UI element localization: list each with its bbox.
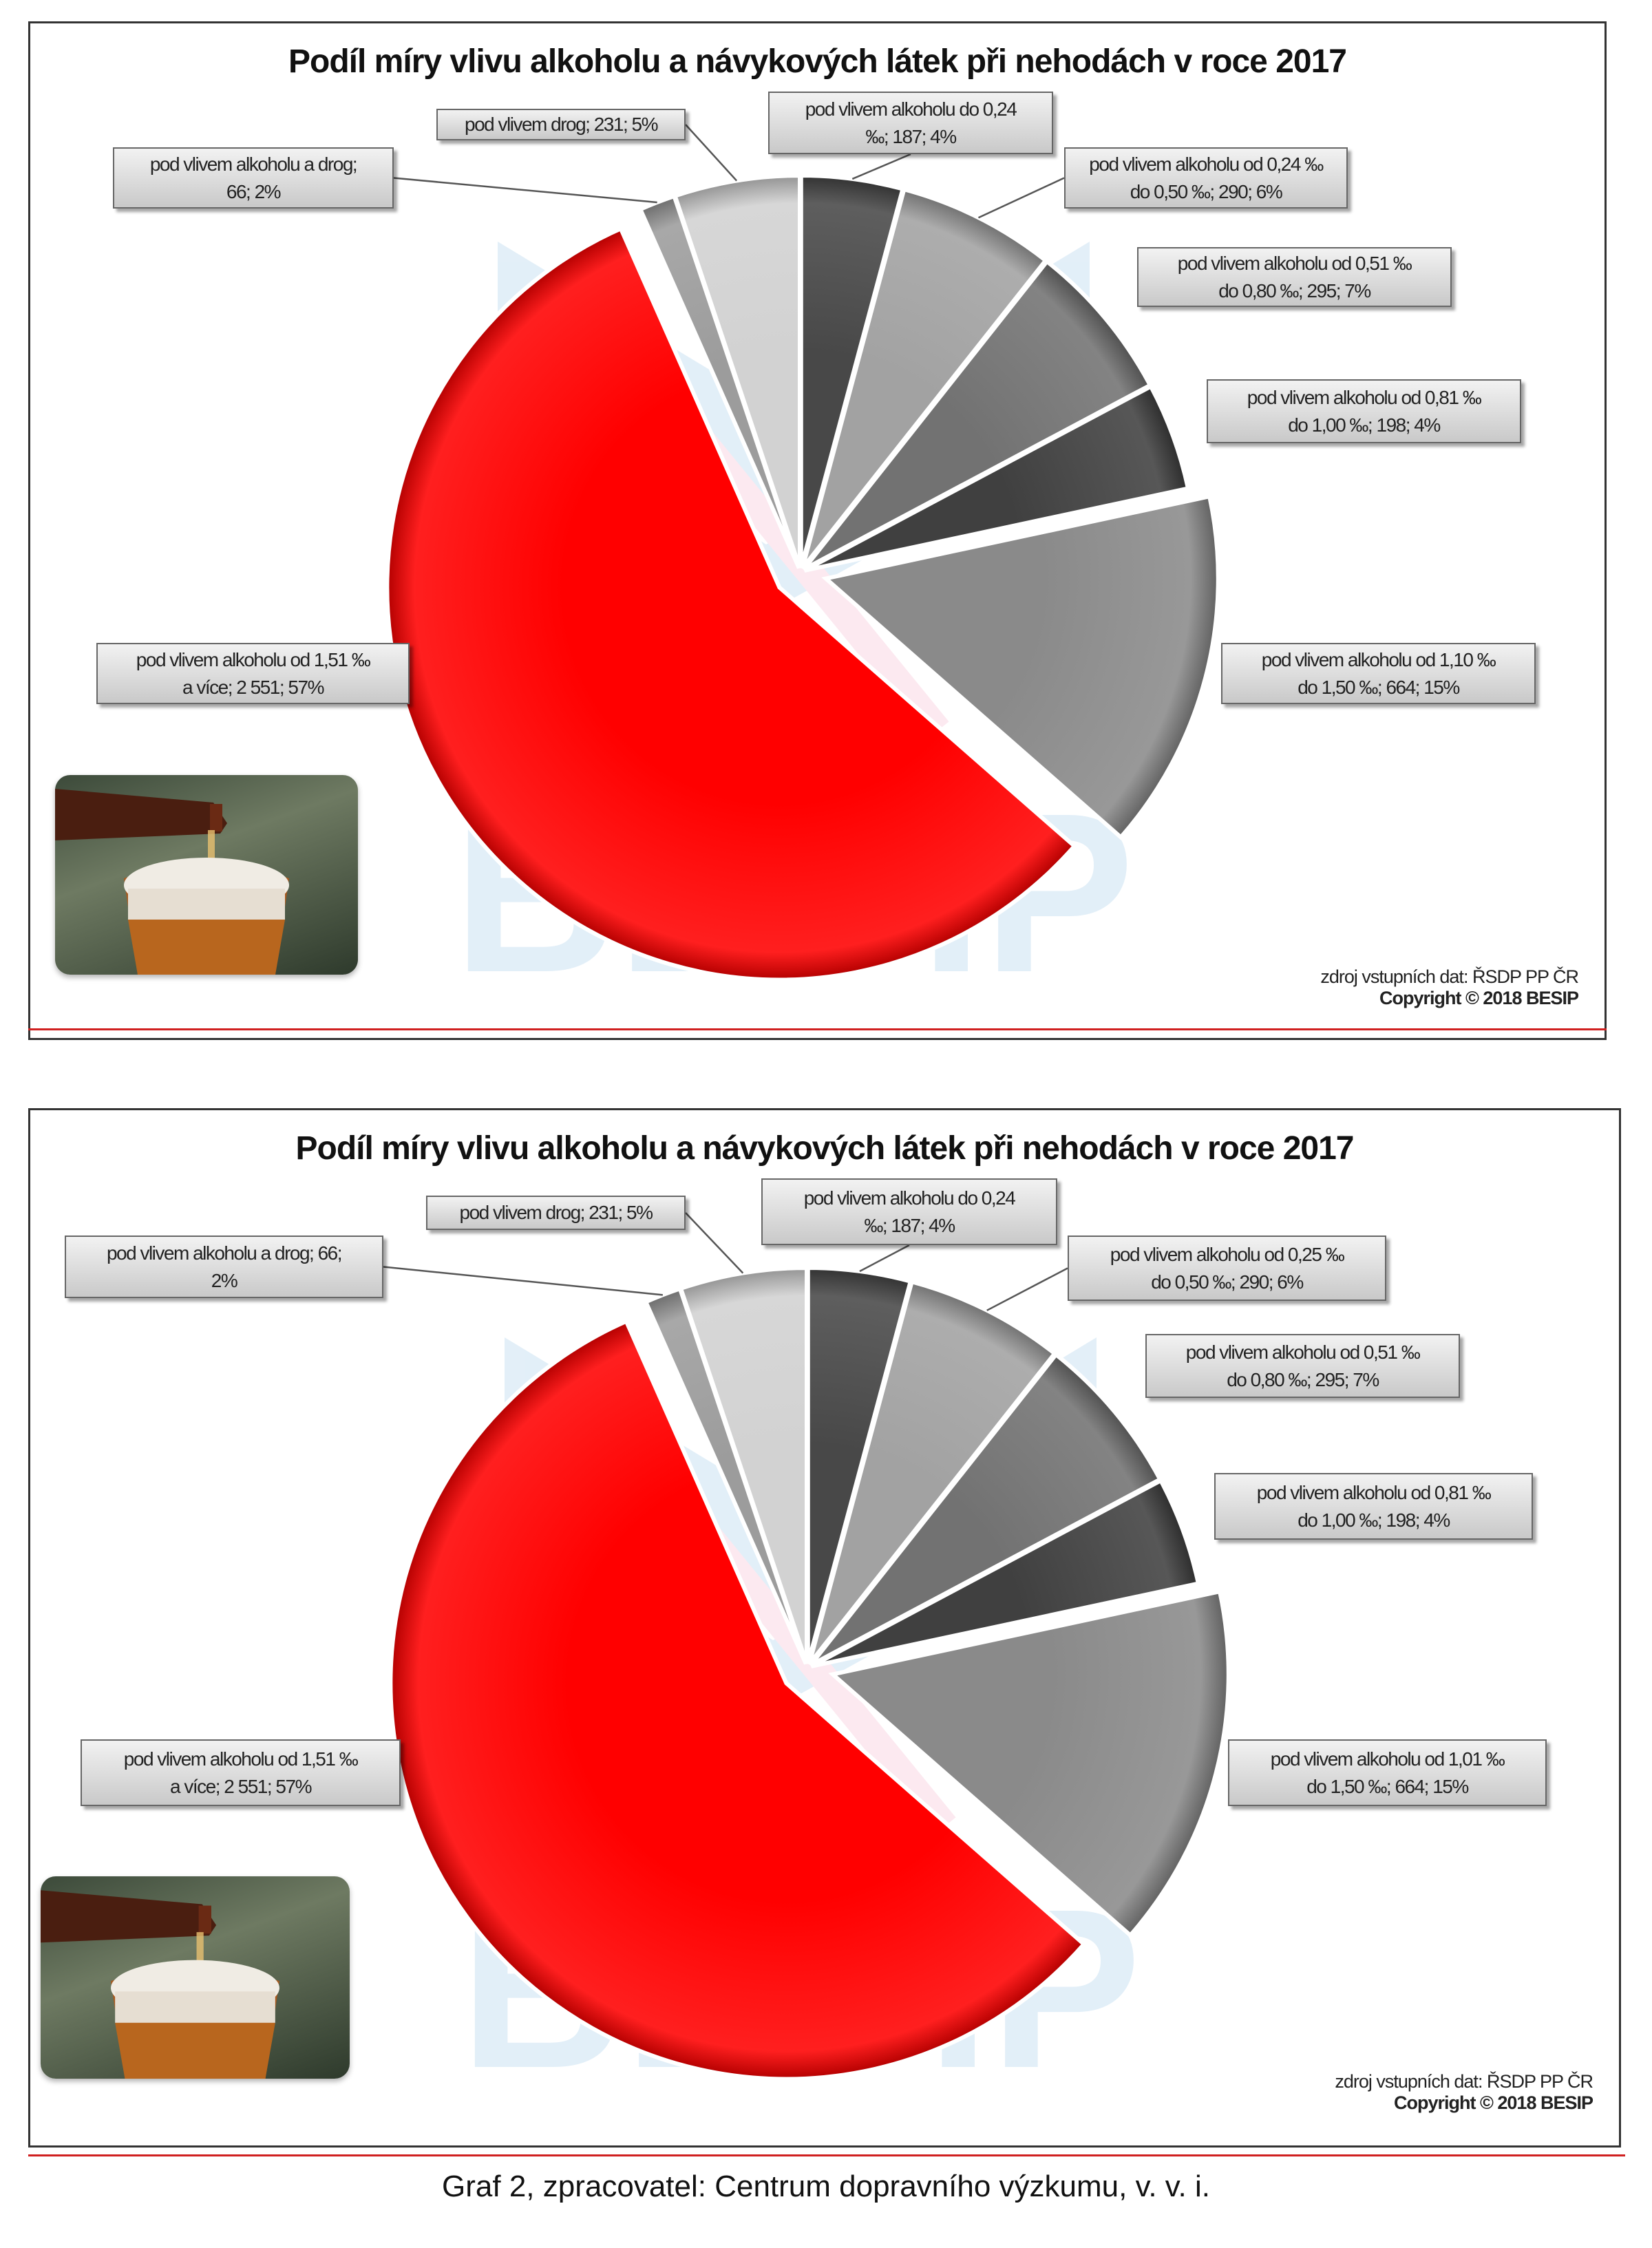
data-label: pod vlivem alkoholu od 0,25 ‰ do 0,50 ‰; …	[1068, 1236, 1386, 1301]
source-text: zdroj vstupních dat: ŘSDP PP ČR	[1335, 2071, 1593, 2092]
data-label: pod vlivem alkoholu od 1,51 ‰ a více; 2 5…	[96, 643, 410, 704]
data-label-line: 2%	[211, 1269, 238, 1291]
leader-line	[986, 1267, 1068, 1311]
copyright-text: Copyright © 2018 BESIP	[1379, 988, 1579, 1008]
divider-line	[28, 1028, 1607, 1030]
pie-slice	[810, 1478, 1201, 1668]
source-note: zdroj vstupních dat: ŘSDP PP ČR Copyright…	[1320, 966, 1579, 1009]
source-note: zdroj vstupních dat: ŘSDP PP ČR Copyright…	[1335, 2071, 1593, 2114]
data-label-line: pod vlivem alkoholu od 1,10 ‰	[1261, 648, 1496, 670]
data-label-line: pod vlivem alkoholu do 0,24	[805, 98, 1017, 120]
data-label-line: pod vlivem alkoholu do 0,24	[803, 1187, 1016, 1209]
divider-line	[28, 2154, 1625, 2156]
data-label: pod vlivem drog; 231; 5%	[436, 109, 686, 140]
chart-title: Podíl míry vlivu alkoholu a návykových l…	[288, 43, 1347, 80]
leader-line	[393, 177, 657, 204]
data-label-line: pod vlivem alkoholu od 1,01 ‰	[1270, 1748, 1505, 1770]
data-label-line: ‰; 187; 4%	[865, 125, 957, 147]
data-label: pod vlivem alkoholu od 0,81 ‰ do 1,00 ‰; …	[1207, 379, 1521, 443]
data-label-line: pod vlivem alkoholu od 0,81 ‰	[1247, 386, 1482, 408]
data-label-line: pod vlivem alkoholu od 0,81 ‰	[1256, 1481, 1492, 1503]
figure-caption: Graf 2, zpracovatel: Centrum dopravního …	[442, 2170, 1210, 2203]
data-label-line: do 0,50 ‰; 290; 6%	[1130, 180, 1283, 202]
copyright-text: Copyright © 2018 BESIP	[1394, 2092, 1593, 2113]
data-label-line: do 1,50 ‰; 664; 15%	[1306, 1775, 1469, 1797]
chart-title: Podíl míry vlivu alkoholu a návykových l…	[295, 1130, 1355, 1167]
data-label: pod vlivem alkoholu do 0,24 ‰; 187; 4%	[768, 92, 1053, 154]
pie-slice	[809, 1351, 1163, 1667]
data-label: pod vlivem alkoholu od 1,10 ‰ do 1,50 ‰; …	[1221, 643, 1536, 704]
chart-panel-bottom: BESIP Podíl míry vlivu alkoholu a návykov…	[28, 1108, 1621, 2148]
data-label: pod vlivem alkoholu a drog; 66; 2%	[113, 147, 394, 209]
data-label: pod vlivem drog; 231; 5%	[426, 1196, 686, 1230]
chart-panel-top: BESIP Podíl míry vlivu alkoholu a návykov…	[28, 21, 1607, 1040]
data-label: pod vlivem alkoholu od 0,51 ‰ do 0,80 ‰; …	[1137, 247, 1452, 307]
data-label-line: pod vlivem alkoholu a drog; 66;	[106, 1242, 343, 1264]
data-label: pod vlivem alkoholu od 0,81 ‰ do 1,00 ‰; …	[1214, 1473, 1533, 1540]
data-label-line: do 0,50 ‰; 290; 6%	[1151, 1271, 1304, 1293]
pie-slice	[800, 187, 1049, 570]
leader-line	[685, 124, 738, 182]
data-label-line: pod vlivem alkoholu od 0,51 ‰	[1185, 1341, 1421, 1363]
data-label: pod vlivem alkoholu od 0,51 ‰ do 0,80 ‰; …	[1145, 1334, 1460, 1398]
data-label-line: do 1,00 ‰; 198; 4%	[1288, 414, 1441, 436]
data-label-line: pod vlivem alkoholu od 0,24 ‰	[1089, 153, 1324, 175]
data-label-line: pod vlivem alkoholu a drog;	[149, 153, 358, 175]
data-label: pod vlivem alkoholu do 0,24 ‰; 187; 4%	[761, 1178, 1057, 1245]
data-label-line: pod vlivem alkoholu od 0,51 ‰	[1177, 252, 1412, 274]
leader-line	[383, 1266, 663, 1296]
data-label-line: pod vlivem drog; 231; 5%	[459, 1202, 653, 1223]
data-label: pod vlivem alkoholu od 0,24 ‰ do 0,50 ‰; …	[1064, 147, 1348, 209]
pie-slice	[385, 226, 1078, 982]
pie-chart: BESIP	[385, 124, 1220, 1019]
data-label-line: pod vlivem alkoholu od 0,25 ‰	[1110, 1243, 1345, 1265]
pie-slice	[821, 494, 1220, 840]
beer-photo	[55, 775, 358, 975]
data-label-line: do 0,80 ‰; 295; 7%	[1227, 1368, 1379, 1390]
beer-photo	[41, 1876, 350, 2079]
data-label: pod vlivem alkoholu od 1,51 ‰ a více; 2 5…	[81, 1739, 401, 1806]
data-label-line: pod vlivem alkoholu od 1,51 ‰	[123, 1748, 359, 1770]
leader-line	[685, 1212, 744, 1274]
leader-line	[977, 177, 1065, 219]
pie-slice	[802, 258, 1153, 571]
pie-slice	[803, 383, 1191, 573]
leader-line	[851, 153, 911, 180]
data-label-line: ‰; 187; 4%	[864, 1214, 955, 1236]
pie-chart: BESIP	[383, 1212, 1231, 2115]
data-label-line: do 1,00 ‰; 198; 4%	[1298, 1509, 1450, 1531]
source-text: zdroj vstupních dat: ŘSDP PP ČR	[1320, 966, 1579, 987]
leader-line	[859, 1244, 910, 1273]
data-label-line: do 1,50 ‰; 664; 15%	[1298, 676, 1460, 698]
data-label-line: do 0,80 ‰; 295; 7%	[1218, 279, 1371, 301]
data-label-line: pod vlivem drog; 231; 5%	[465, 114, 658, 135]
data-label-line: a více; 2 551; 57%	[182, 676, 324, 698]
data-label: pod vlivem alkoholu a drog; 66; 2%	[65, 1236, 383, 1298]
data-label-line: 66; 2%	[226, 180, 282, 202]
pie-slice	[828, 1589, 1231, 1938]
pie-slice	[388, 1318, 1087, 2081]
data-label-line: a více; 2 551; 57%	[170, 1775, 312, 1797]
data-label: pod vlivem alkoholu od 1,01 ‰ do 1,50 ‰; …	[1228, 1739, 1547, 1806]
data-label-line: pod vlivem alkoholu od 1,51 ‰	[136, 648, 371, 670]
